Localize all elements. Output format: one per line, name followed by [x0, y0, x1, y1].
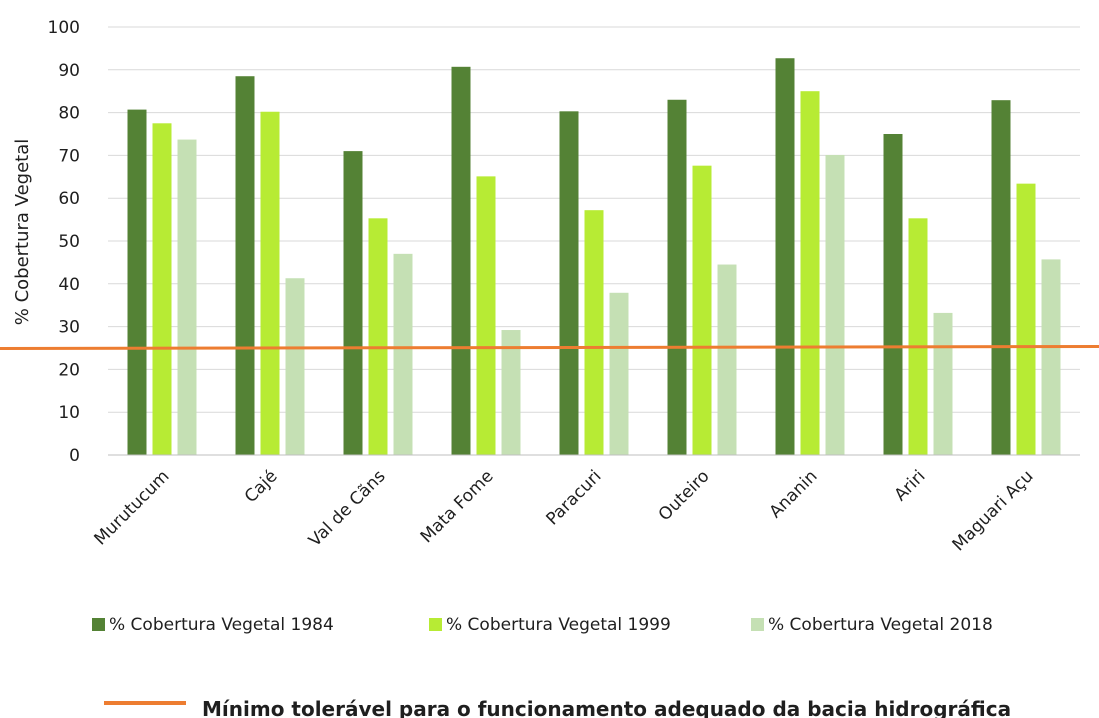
- bar: [609, 292, 629, 455]
- reference-line: [0, 345, 1099, 350]
- bar: [908, 218, 928, 455]
- y-tick-label: 20: [58, 360, 80, 380]
- legend-swatch: [92, 618, 105, 631]
- legend-swatch: [429, 618, 442, 631]
- y-tick-label: 40: [58, 275, 80, 295]
- y-tick-label: 70: [58, 146, 80, 166]
- bar: [717, 264, 737, 455]
- bar: [800, 91, 820, 455]
- legend-label: % Cobertura Vegetal 2018: [768, 615, 993, 635]
- bar: [127, 109, 147, 455]
- bar: [1041, 259, 1061, 455]
- bar: [235, 76, 255, 455]
- category-labels: Murutucum Cajé Val de Cãns Mata Fome Paracur…: [91, 466, 1038, 555]
- category-label: Mata Fome: [417, 466, 498, 547]
- category-label: Ananin: [766, 466, 822, 522]
- bar: [177, 139, 197, 455]
- bar: [152, 123, 172, 456]
- y-tick-label: 30: [58, 318, 80, 338]
- bar: [260, 111, 280, 455]
- y-tick-label: 10: [58, 403, 80, 423]
- y-axis-ticks: 0 10 20 30 40 50 60 70 80 90 100: [48, 18, 80, 466]
- reference-legend-label: Mínimo tolerável para o funcionamento ad…: [202, 697, 1011, 718]
- y-tick-label: 50: [58, 232, 80, 252]
- y-tick-label: 90: [58, 61, 80, 81]
- bar: [559, 111, 579, 455]
- category-label: Maguari Açu: [949, 466, 1038, 555]
- legend: % Cobertura Vegetal 1984 % Cobertura Vege…: [92, 615, 993, 635]
- bar: [285, 278, 305, 455]
- category-label: Outeiro: [655, 466, 714, 525]
- bar: [584, 210, 604, 455]
- bar: [451, 66, 471, 455]
- bar: [343, 151, 363, 455]
- bar: [775, 58, 795, 456]
- bar: [501, 330, 521, 455]
- y-tick-label: 80: [58, 104, 80, 124]
- bar: [692, 165, 712, 455]
- bar: [393, 253, 413, 455]
- bar: [476, 176, 496, 455]
- bar: [933, 312, 953, 455]
- category-label: Paracuri: [542, 466, 605, 529]
- bar: [1016, 183, 1036, 455]
- legend-label: % Cobertura Vegetal 1999: [446, 615, 671, 635]
- category-label: Cajé: [241, 466, 282, 507]
- bar: [991, 100, 1011, 456]
- y-axis-label: % Cobertura Vegetal: [12, 139, 33, 326]
- category-label: Murutucum: [91, 466, 174, 549]
- legend-swatch: [751, 618, 764, 631]
- y-tick-label: 0: [69, 446, 80, 466]
- bar: [883, 134, 903, 455]
- bars: [127, 58, 1061, 456]
- bar: [368, 218, 388, 455]
- y-tick-label: 60: [58, 189, 80, 209]
- category-label: Ariri: [891, 466, 930, 505]
- bar: [825, 154, 845, 456]
- legend-label: % Cobertura Vegetal 1984: [109, 615, 334, 635]
- y-tick-label: 100: [48, 18, 80, 38]
- category-label: Val de Cãns: [305, 466, 390, 551]
- bar: [667, 99, 687, 455]
